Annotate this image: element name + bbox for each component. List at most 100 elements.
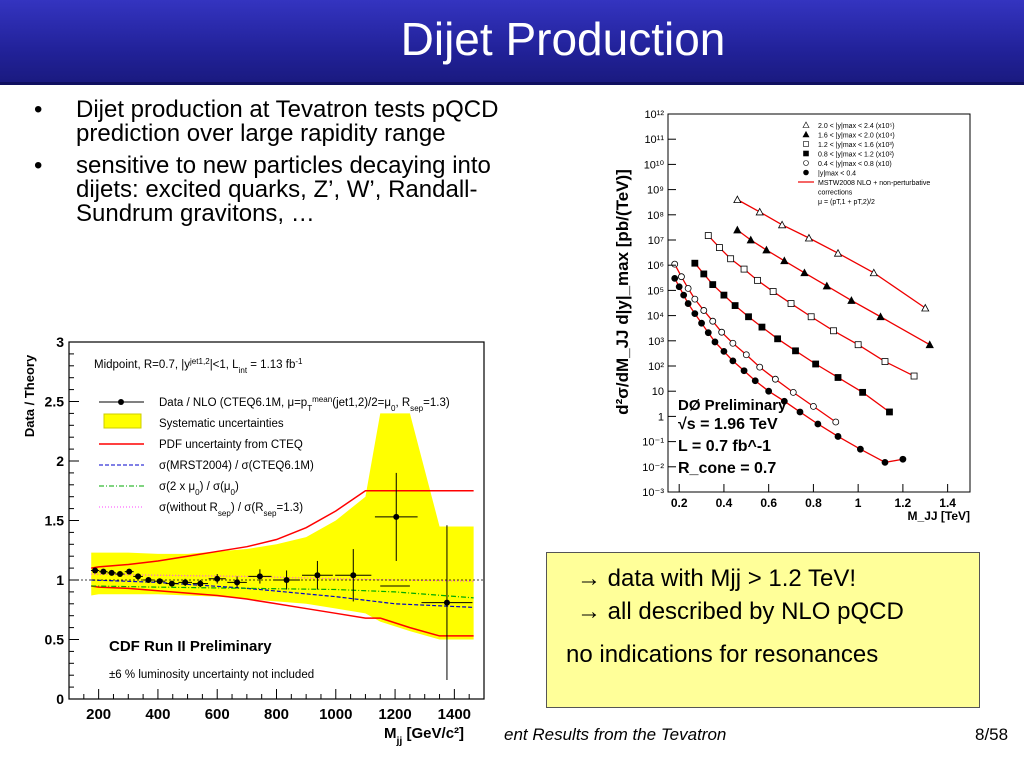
data-point xyxy=(124,568,134,575)
data-marker xyxy=(780,256,789,265)
legend-label-rsep: σ(without Rsep) / σ(Rsep=1.3) xyxy=(159,502,303,518)
conclusion-callout: → data with Mjj > 1.2 TeV! → all describ… xyxy=(546,552,980,708)
data-marker xyxy=(718,328,726,336)
data-marker xyxy=(698,319,705,327)
data-marker xyxy=(729,339,737,347)
data-marker xyxy=(856,445,864,453)
data-marker xyxy=(731,302,739,309)
title-bar: Dijet Production xyxy=(0,0,1024,85)
legend-marker xyxy=(803,169,809,176)
data-marker xyxy=(711,338,719,346)
y-tick-label: 2 xyxy=(56,453,64,469)
data-marker xyxy=(709,281,717,288)
y-axis-label: d²σ/dM_JJ d|y|_max [pb/(TeV)] xyxy=(613,169,632,415)
legend-label: |y|max < 0.4 xyxy=(818,171,856,178)
legend-label: 2.0 < |y|max < 2.4 (x10⁵) xyxy=(818,123,895,130)
pdf-uncertainty-lower xyxy=(91,585,474,637)
data-marker xyxy=(100,568,107,575)
legend-label: 0.4 < |y|max < 0.8 (x10) xyxy=(818,161,892,168)
y-tick-label: 10⁹ xyxy=(647,185,664,197)
data-marker xyxy=(733,225,742,234)
data-marker xyxy=(807,313,815,321)
x-tick-label: 1.2 xyxy=(895,496,912,510)
condition-label: √s = 1.96 TeV xyxy=(678,416,778,433)
data-point xyxy=(115,571,125,578)
d0-cross-section-chart: 10⁻³ 10⁻² 10⁻¹ 1 10 10² 10³ 10⁴ 10⁵ 10⁶ 10⁷ 10⁸ 10⁹ 1… xyxy=(613,109,971,523)
data-marker xyxy=(771,375,779,383)
condition-label: L = 0.7 fb^-1 xyxy=(678,438,771,455)
data-marker xyxy=(168,580,175,587)
data-marker xyxy=(116,571,123,578)
data-marker xyxy=(700,270,708,278)
data-marker xyxy=(684,300,692,307)
legend-label-scale: σ(2 x μ0) / σ(μ0) xyxy=(159,481,239,497)
legend-marker xyxy=(803,150,809,157)
bullet-text: Dijet production at Tevatron tests pQCD … xyxy=(76,96,499,147)
data-marker xyxy=(671,260,679,268)
x-tick-label: 0.8 xyxy=(805,496,822,510)
data-marker xyxy=(156,578,163,585)
x-tick-label: 1400 xyxy=(438,706,471,723)
data-marker xyxy=(792,347,799,355)
data-marker xyxy=(314,572,321,579)
legend-marker xyxy=(803,141,809,147)
data-marker xyxy=(787,300,795,307)
data-marker xyxy=(834,433,842,440)
data-marker xyxy=(921,303,930,312)
data-marker xyxy=(92,567,99,574)
data-marker xyxy=(899,455,907,463)
legend-label: 1.6 < |y|max < 2.0 (x10⁴) xyxy=(818,133,895,140)
data-marker xyxy=(709,317,717,325)
x-tick-label: 0.2 xyxy=(671,496,688,510)
y-tick-label: 2.5 xyxy=(45,394,65,410)
data-point xyxy=(143,577,154,583)
data-marker xyxy=(680,291,688,299)
bullet-glyph: • xyxy=(34,96,43,123)
experiment-label: CDF Run II Preliminary xyxy=(109,638,272,655)
data-marker xyxy=(859,388,867,396)
data-marker xyxy=(847,296,856,304)
legend-label: corrections xyxy=(818,190,853,197)
y-tick-label: 10¹⁰ xyxy=(644,159,665,171)
data-marker xyxy=(833,248,843,257)
data-marker xyxy=(182,579,189,586)
data-marker xyxy=(720,291,728,299)
data-marker xyxy=(834,374,842,381)
data-point xyxy=(133,573,143,580)
y-tick-label: 10⁷ xyxy=(648,235,664,247)
data-marker xyxy=(754,276,761,284)
data-marker xyxy=(733,195,742,204)
data-marker xyxy=(214,575,221,582)
data-marker xyxy=(704,232,712,239)
data-marker xyxy=(758,323,766,331)
data-marker xyxy=(393,513,400,520)
data-marker xyxy=(800,268,809,277)
theory-curve xyxy=(707,235,915,377)
theory-curve xyxy=(737,199,926,309)
experiment-label: DØ Preliminary xyxy=(678,397,787,414)
legend-marker xyxy=(803,160,809,166)
data-marker xyxy=(145,577,152,583)
data-marker xyxy=(812,360,820,368)
data-marker xyxy=(716,244,723,251)
x-tick-label: 200 xyxy=(86,706,111,723)
legend-marker-systematic xyxy=(103,413,142,429)
data-marker xyxy=(443,599,450,606)
data-marker xyxy=(691,310,699,318)
footer-talk-title: ent Results from the Tevatron xyxy=(504,725,727,744)
data-marker xyxy=(762,245,771,254)
bullet-item: • sensitive to new particles decaying int… xyxy=(34,154,534,226)
data-marker xyxy=(854,341,862,349)
x-axis-label: Mjj [GeV/c²] xyxy=(384,725,464,746)
page-number: 8/58 xyxy=(975,725,1009,744)
plot-frame xyxy=(667,113,971,493)
legend-label: 0.8 < |y|max < 1.2 (x10²) xyxy=(818,152,894,159)
data-point xyxy=(90,567,100,574)
data-marker xyxy=(769,288,777,295)
y-tick-label: 10¹² xyxy=(644,109,664,121)
y-tick-label: 0 xyxy=(56,691,64,707)
x-axis-label: M_JJ [TeV] xyxy=(908,509,970,523)
data-point xyxy=(335,549,372,602)
x-tick-label: 1200 xyxy=(378,706,411,723)
y-tick-label: 1 xyxy=(56,572,64,588)
